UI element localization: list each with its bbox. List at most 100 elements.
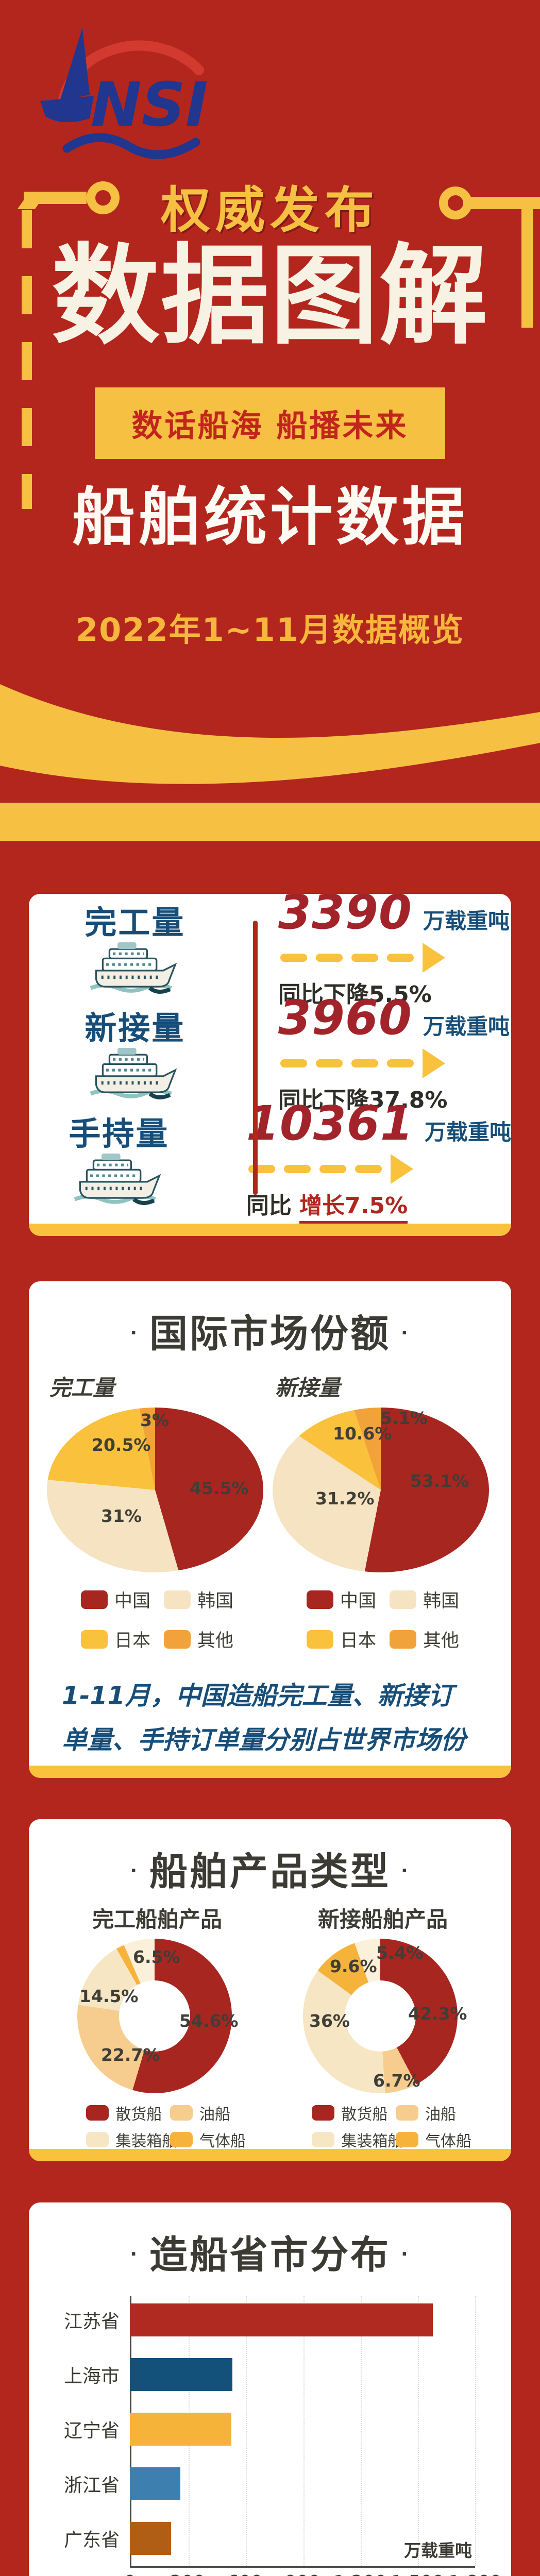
pie-label: 31.2%: [315, 1488, 375, 1509]
axis-tick: 1,800: [448, 2572, 501, 2576]
legend-item: 油船: [396, 2102, 466, 2124]
caption-plain: 同比: [246, 1193, 300, 1219]
stats-divider: [253, 921, 258, 1195]
stat-row-new-orders: 新接量 3960 万载重吨 同比下降37.8%: [29, 990, 511, 1113]
legend-label: 韩国: [197, 1591, 234, 1612]
pie-label: 45.5%: [190, 1478, 249, 1498]
legend-swatch: [164, 1590, 191, 1609]
stat-left: 手持量: [29, 1108, 209, 1209]
axis-unit: 万载重吨: [404, 2540, 472, 2561]
section-title-market: · 国际市场份额 ·: [29, 1281, 511, 1358]
svg-text:NSI: NSI: [91, 69, 208, 140]
bar-row: 辽宁省: [57, 2402, 475, 2456]
title-dot: ·: [130, 1322, 139, 1344]
stat-value: 3390: [278, 894, 412, 940]
title-dot: ·: [130, 1860, 139, 1882]
stat-right: 3390 万载重吨 同比下降5.5%: [241, 894, 511, 1009]
pie-block-new-orders: 新接量 53.1% 31.2% 10.6% 5.1% 中国 韩国 日本 其他: [270, 1363, 496, 1652]
stat-left: 新接量: [29, 1002, 241, 1103]
legend-swatch: [80, 1630, 108, 1649]
stat-value: 3960: [278, 990, 412, 1045]
pie-title: 完工量: [49, 1375, 115, 1400]
legend-label: 中国: [340, 1591, 376, 1612]
legend-label: 其他: [158, 2155, 189, 2161]
bar-area: [130, 2347, 475, 2402]
stats-card: 完工量 3390 万载重吨 同比下降5.5% 新接量 3960 万载重吨: [29, 894, 511, 1236]
pie-label: 5.1%: [380, 1408, 428, 1428]
donut-chart-new: 42.3% 6.7% 36% 9.6% 5.4%: [298, 1939, 468, 2093]
donut-legend: 散货船 油船 集装箱船 气体船 其他: [57, 2102, 270, 2161]
bar-row: 浙江省: [57, 2456, 475, 2511]
bar-area: [130, 2402, 475, 2456]
legend-label: 日本: [114, 1631, 150, 1651]
frame-line-right: [521, 209, 533, 328]
wave-divider: [0, 684, 540, 841]
stat-value: 10361: [246, 1096, 414, 1151]
gridline: [360, 2296, 362, 2566]
axis-tick: 900: [285, 2572, 320, 2576]
pie-label: 20.5%: [92, 1435, 151, 1455]
caption-red: 增长7.5%: [299, 1193, 408, 1224]
donut-disc: [303, 1939, 458, 2093]
ship-icon: [76, 936, 194, 997]
frame-bar-right: [470, 197, 540, 209]
period-subtitle: 2022年1~11月数据概览: [76, 611, 464, 649]
stat-unit: 万载重吨: [423, 1014, 510, 1039]
pie-chart-new-orders: 53.1% 31.2% 10.6% 5.1%: [270, 1405, 492, 1575]
legend-item: 其他: [354, 2155, 425, 2161]
title-dot: ·: [401, 1322, 410, 1344]
product-donuts: 完工船舶产品 54.6% 22.7% 14.5% 6.5% 散货船 油船 集装箱…: [29, 1896, 511, 2161]
legend-item: 中国: [80, 1586, 150, 1613]
stat-label: 手持量: [69, 1114, 170, 1153]
legend-swatch: [80, 1590, 108, 1609]
donut-legend: 散货船 油船 集装箱船 气体船 其他: [282, 2102, 496, 2161]
province-bar-chart: 江苏省 上海市 辽宁省 浙江省 广东省 万载重吨 0 300 600 900 1…: [57, 2293, 502, 2576]
legend-swatch: [354, 2159, 377, 2161]
bar-label: 浙江省: [64, 2475, 120, 2496]
stat-label: 完工量: [85, 903, 185, 941]
legend-item: 韩国: [390, 1586, 459, 1613]
poster-title: 数据图解: [51, 233, 488, 359]
legend-swatch: [86, 2105, 109, 2121]
bar-label: 广东省: [64, 2530, 120, 2551]
donut-label: 36%: [309, 2011, 350, 2031]
legend-label: 韩国: [423, 1591, 460, 1612]
legend-label: 集装箱船: [341, 2132, 403, 2150]
note-red: 45.5%、53.1%和48.5%。: [62, 1771, 379, 1778]
stat-label: 新接量: [85, 1009, 185, 1047]
axis-tick: 1,200: [333, 2572, 386, 2576]
legend-item: 集装箱船: [312, 2128, 403, 2149]
legend-item: 油船: [170, 2102, 241, 2124]
pie-legend: 中国 韩国 日本 其他: [44, 1586, 270, 1652]
market-note: 1-11月，中国造船完工量、新接订单量、手持订单量分别占世界市场份额的 45.5…: [29, 1652, 511, 1778]
legend-swatch: [170, 2105, 193, 2121]
main-title: 船舶统计数据: [72, 481, 468, 554]
donut-label: 14.5%: [79, 1986, 139, 2006]
cansi-logo-icon: NSI: [40, 28, 208, 159]
legend-swatch: [306, 1630, 333, 1649]
axis-tick: 300: [170, 2572, 205, 2576]
bar-area: [130, 2511, 475, 2566]
stat-row-completions: 完工量 3390 万载重吨 同比下降5.5%: [29, 894, 511, 1008]
bar: [130, 2303, 433, 2336]
legend-item: 散货船: [312, 2102, 387, 2124]
axis-tick: 0: [124, 2572, 136, 2576]
section-title-products: · 船舶产品类型 ·: [29, 1819, 511, 1896]
donut-block-completed: 完工船舶产品 54.6% 22.7% 14.5% 6.5% 散货船 油船 集装箱…: [44, 1898, 270, 2161]
legend-label: 气体船: [425, 2132, 471, 2150]
caption-plain: 同比下降37.8%: [278, 1087, 448, 1113]
caption-plain: 同比下降5.5%: [278, 981, 432, 1008]
legend-item: 日本: [306, 1626, 376, 1652]
legend-item: 其他: [390, 1626, 459, 1652]
legend-label: 油船: [199, 2106, 230, 2124]
bar: [130, 2522, 172, 2555]
legend-item: 其他: [164, 1626, 233, 1652]
pie-block-completions: 完工量 45.5% 31% 20.5% 3% 中国 韩国 日本 其他: [44, 1363, 270, 1652]
legend-label: 中国: [114, 1591, 150, 1612]
bar: [130, 2413, 231, 2446]
bar-area: [130, 2456, 475, 2511]
stat-value-line: 3390 万载重吨: [278, 894, 511, 940]
bar-row: 江苏省: [57, 2293, 475, 2347]
legend-item: 日本: [80, 1626, 150, 1652]
